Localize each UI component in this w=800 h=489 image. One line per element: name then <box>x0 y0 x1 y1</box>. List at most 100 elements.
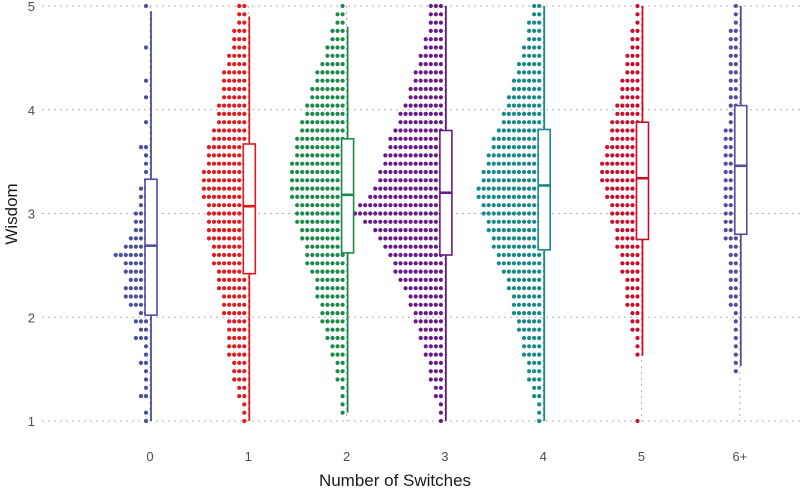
data-point <box>237 335 242 341</box>
data-point <box>143 385 149 390</box>
data-point <box>222 194 227 199</box>
data-point <box>216 178 222 183</box>
data-point <box>310 136 315 141</box>
data-point <box>393 261 398 266</box>
data-point <box>227 211 232 216</box>
data-point <box>635 95 640 100</box>
data-point <box>723 219 728 224</box>
data-point <box>532 3 537 9</box>
data-point <box>516 311 522 316</box>
data-point <box>537 269 542 274</box>
data-point <box>242 344 247 349</box>
data-point <box>630 178 635 183</box>
data-point <box>516 194 522 199</box>
data-point <box>615 103 620 108</box>
data-point <box>511 120 517 125</box>
data-point <box>330 236 335 241</box>
data-point <box>340 335 345 341</box>
data-point <box>330 37 335 42</box>
data-point <box>733 319 738 324</box>
data-point <box>211 244 217 249</box>
data-point <box>242 86 247 92</box>
data-point <box>242 327 247 332</box>
data-point <box>222 211 227 216</box>
data-point <box>325 286 330 291</box>
data-point <box>398 277 403 282</box>
data-point <box>433 178 438 183</box>
data-point <box>615 211 620 216</box>
data-point <box>532 236 537 241</box>
data-point <box>527 53 532 58</box>
data-point <box>295 194 300 199</box>
data-point <box>310 236 315 241</box>
dot-cloud-4 <box>476 3 542 424</box>
data-point <box>368 203 373 208</box>
data-point <box>506 252 511 258</box>
data-point <box>728 294 733 299</box>
data-point <box>532 161 537 166</box>
data-point <box>393 178 398 183</box>
data-point <box>315 277 320 282</box>
data-point <box>290 178 295 183</box>
data-point <box>335 45 340 50</box>
data-point <box>305 211 310 216</box>
data-point <box>723 161 728 166</box>
data-point <box>413 211 418 216</box>
data-point <box>305 145 310 150</box>
data-point <box>527 286 532 291</box>
data-point <box>433 252 438 258</box>
data-point <box>506 145 511 150</box>
data-point <box>216 211 222 216</box>
data-point <box>428 45 433 50</box>
data-point <box>625 70 630 75</box>
data-point <box>222 128 227 133</box>
data-point <box>527 20 532 25</box>
data-point <box>428 3 433 9</box>
data-point <box>428 211 433 216</box>
data-point <box>242 53 247 58</box>
data-point <box>143 145 149 150</box>
data-point <box>325 153 330 158</box>
data-point <box>521 186 527 191</box>
data-point <box>325 335 330 341</box>
boxplots <box>144 6 748 421</box>
data-point <box>237 95 242 100</box>
data-point <box>363 203 368 208</box>
data-point <box>413 236 418 241</box>
data-point <box>521 128 527 133</box>
data-point <box>521 228 527 233</box>
data-point <box>315 194 320 199</box>
data-point <box>635 261 640 266</box>
data-point <box>383 228 388 233</box>
data-point <box>428 261 433 266</box>
data-point <box>222 70 227 75</box>
data-point <box>537 294 542 299</box>
data-point <box>227 352 232 357</box>
data-point <box>242 136 247 141</box>
data-point <box>227 70 232 75</box>
data-point <box>340 319 345 324</box>
data-point <box>433 228 438 233</box>
dot-cloud-5 <box>600 3 640 424</box>
data-point <box>630 28 635 33</box>
data-point <box>315 128 320 133</box>
data-point <box>335 244 340 249</box>
data-point <box>428 219 433 224</box>
data-point <box>527 219 532 224</box>
data-point <box>527 153 532 158</box>
data-point <box>506 261 511 266</box>
data-point <box>242 62 247 67</box>
data-point <box>630 45 635 50</box>
data-point <box>222 219 227 224</box>
data-point <box>481 186 486 191</box>
data-point <box>227 203 232 208</box>
data-point <box>237 128 242 133</box>
data-point <box>222 261 227 266</box>
data-point <box>242 377 247 382</box>
data-point <box>491 244 496 249</box>
iqr-box <box>242 143 257 275</box>
data-point <box>118 252 123 258</box>
data-point <box>428 136 433 141</box>
data-point <box>388 228 393 233</box>
data-point <box>300 145 305 150</box>
